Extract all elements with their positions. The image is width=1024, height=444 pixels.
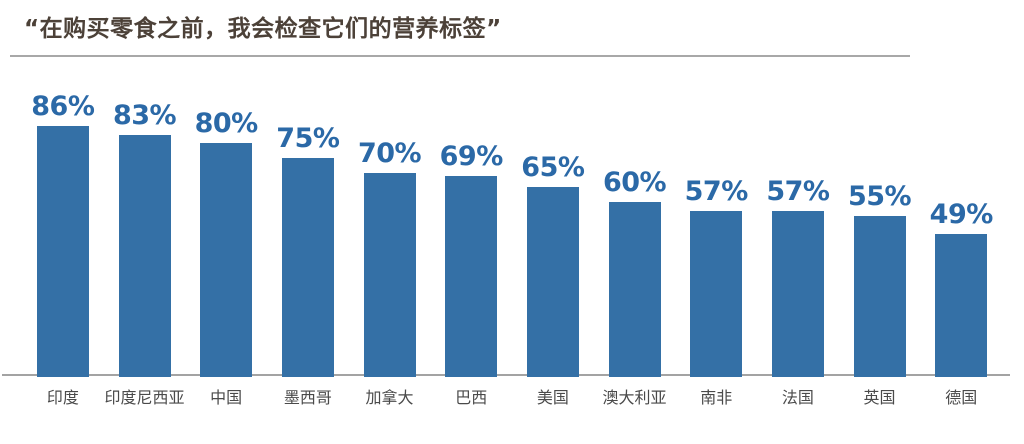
bar-group: 70% [349,68,431,377]
bar [608,202,661,377]
bar-group: 75% [267,68,349,377]
bar-value-label: 65% [521,152,585,184]
bar-group: 83% [104,68,186,377]
bar-group: 69% [430,68,512,377]
x-axis-label: 印度 [46,388,79,407]
bar-group: 80% [185,68,267,377]
chart-title: “在购买零食之前，我会检查它们的营养标签” [24,16,502,42]
x-axis-label: 中国 [210,388,243,407]
bar-group: 60% [594,68,676,377]
bar [935,234,988,377]
bar [200,143,253,377]
x-axis-labels-row: 印度 印度尼西亚 中国 墨西哥 加拿大 巴西 美国 澳大利亚 南非 法国 英国 … [22,384,1002,408]
bar-group: 65% [512,68,594,377]
x-axis-label: 南非 [700,388,733,407]
x-axis-label: 澳大利亚 [602,388,667,407]
bar-value-label: 57% [684,176,749,208]
bar-value-label: 80% [194,108,259,140]
bar [690,211,743,377]
bar-value-label: 86% [31,91,95,123]
x-axis-label: 德国 [945,388,978,407]
bar-group: 57% [757,68,839,377]
bar [445,176,498,377]
bar-chart-plot-area: 86% 83% 80% 75% 70% 69% 65% [22,68,1002,377]
x-axis-label: 加拿大 [365,388,414,407]
x-axis-label: 英国 [863,388,896,407]
x-axis-label: 巴西 [455,388,488,407]
bar-group: 49% [920,68,1002,377]
bar-value-label: 69% [439,141,504,173]
bar-group: 57% [675,68,757,377]
x-axis-label: 墨西哥 [283,388,332,407]
bar-value-label: 70% [357,138,422,170]
x-axis-baseline [2,374,1010,376]
bar-value-label: 49% [929,199,994,231]
bar-group: 55% [839,68,921,377]
bar-value-label: 60% [602,167,667,199]
bar-value-label: 57% [766,176,830,208]
x-axis-label: 印度尼西亚 [104,388,185,407]
x-axis-label: 法国 [781,388,814,407]
bar [36,126,89,377]
bar-value-label: 75% [276,123,340,155]
bar [526,187,579,377]
title-divider [10,55,910,57]
bar [118,135,171,377]
bar [281,158,334,377]
bar [363,173,416,377]
bar [771,211,824,377]
x-axis-label: 美国 [536,388,569,407]
bar-group: 86% [22,68,104,377]
bar-value-label: 55% [847,181,912,213]
bar [853,216,906,377]
bar-value-label: 83% [112,100,177,132]
